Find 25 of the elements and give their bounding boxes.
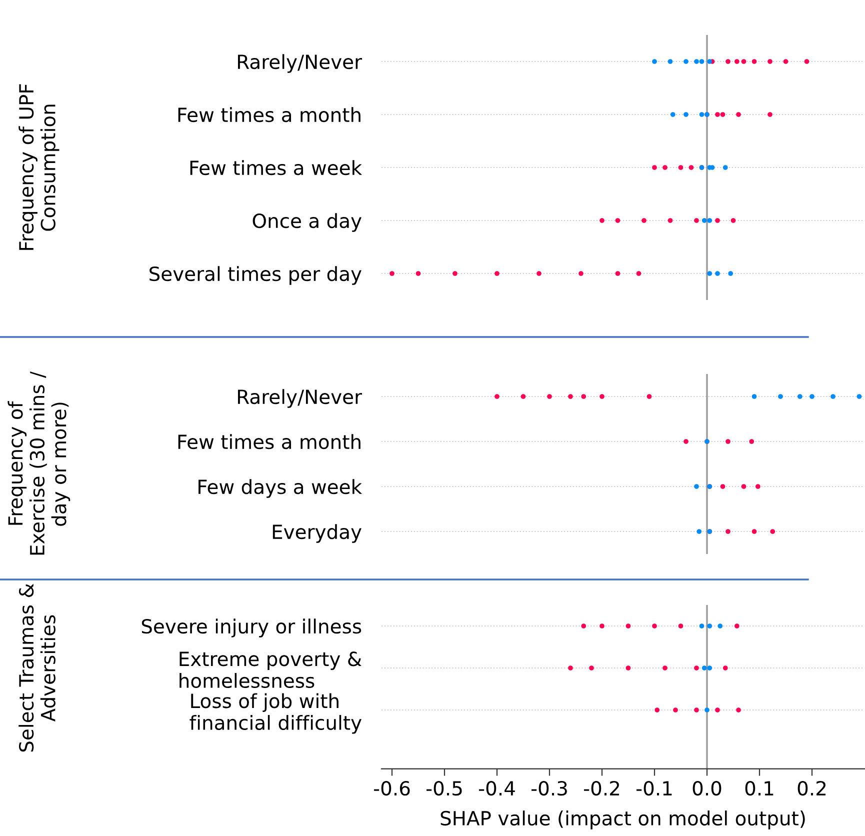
x-tick-label: -0.5 <box>426 780 462 796</box>
y-tick-label: Few times a week <box>190 160 362 176</box>
x-tick-label: -0.2 <box>584 780 620 796</box>
y-tick-label: Few times a month <box>178 434 360 450</box>
x-tick-label: -0.1 <box>636 780 672 796</box>
y-tick-label: Everyday <box>272 524 362 543</box>
x-tick-label: -0.4 <box>478 780 515 796</box>
x-tick-label: -0.3 <box>531 780 567 796</box>
x-tick-label: -0.6 <box>374 780 410 796</box>
y-tick-label: Loss of job with financial difficulty <box>190 693 362 734</box>
x-tick-label: 0.1 <box>745 780 774 796</box>
y-tick-label: Few days a week <box>198 479 362 498</box>
y-axis-title: Frequency of Exercise (30 mins / day or more) <box>8 371 70 555</box>
y-tick-label: Several times per day <box>150 266 362 285</box>
y-tick-label: Extreme poverty & homelessness <box>180 652 362 688</box>
y-tick-label: Rarely/Never <box>238 389 362 408</box>
x-axis-title: SHAP value (impact on model output) <box>440 810 805 830</box>
y-tick-label: Rarely/Never <box>238 54 362 73</box>
y-axis-title: Frequency of UPF Consumption <box>18 84 60 250</box>
y-axis-title: Select Traumas & Adversities <box>18 584 56 752</box>
y-tick-label: Severe injury or illness <box>142 618 362 638</box>
x-tick-label: 0.2 <box>798 780 826 796</box>
y-tick-label: Once a day <box>252 213 362 232</box>
y-tick-label: Few times a month <box>178 107 360 122</box>
x-tick-label: 0.0 <box>692 780 722 796</box>
